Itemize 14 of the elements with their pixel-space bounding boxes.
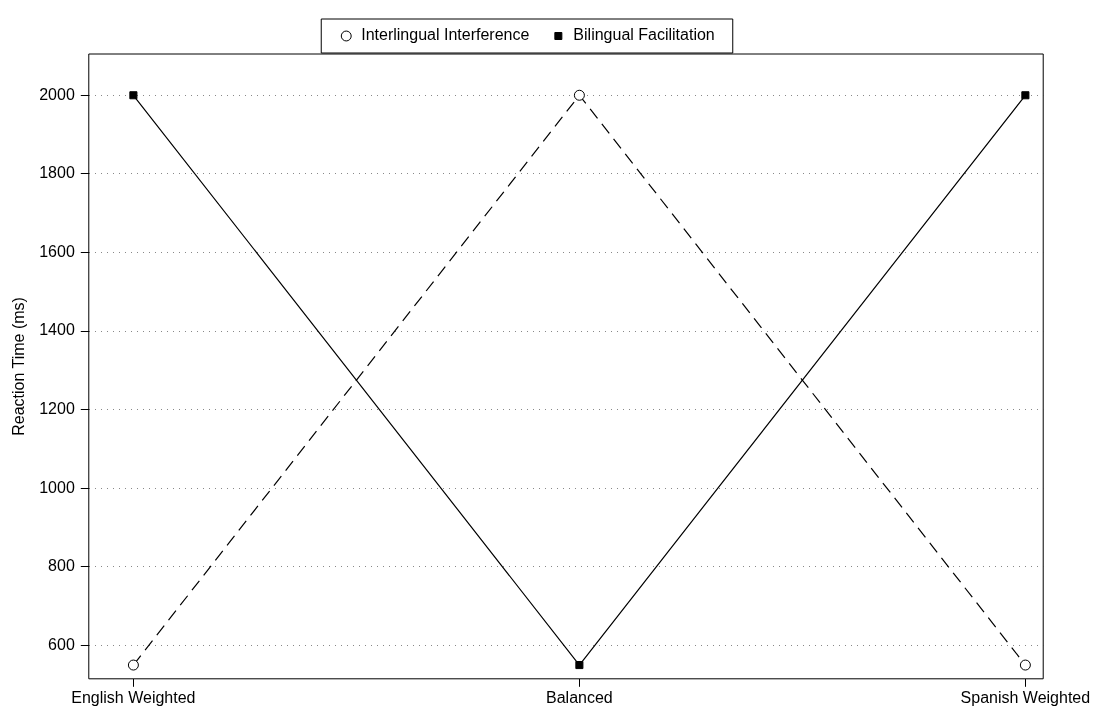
x-tick-label: English Weighted [71,688,196,706]
y-tick-label: 1200 [39,400,75,418]
y-tick-label: 1400 [39,321,75,339]
legend-label: Interlingual Interference [361,26,530,44]
y-tick-label: 1800 [39,164,75,182]
x-tick-label: Spanish Weighted [960,688,1091,706]
y-tick-label: 2000 [39,85,75,103]
y-tick-label: 1000 [39,478,75,496]
legend-label: Bilingual Facilitation [573,26,715,44]
y-axis-title: Reaction Time (ms) [10,297,28,436]
y-tick-label: 800 [48,557,75,575]
y-tick-label: 600 [48,635,75,653]
x-tick-label: Balanced [546,688,613,706]
y-tick-label: 1600 [39,242,75,260]
